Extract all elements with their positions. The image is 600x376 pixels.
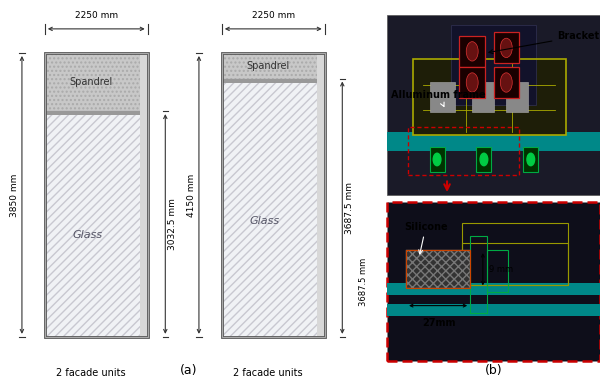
Circle shape xyxy=(527,153,535,166)
Bar xyxy=(222,79,325,83)
Bar xyxy=(222,53,325,79)
Bar xyxy=(487,250,508,292)
Bar xyxy=(506,82,527,112)
Text: 3687.5 mm: 3687.5 mm xyxy=(345,182,354,233)
Bar xyxy=(387,202,600,361)
Text: Spandrel: Spandrel xyxy=(70,77,113,87)
Bar xyxy=(222,79,325,337)
Bar xyxy=(222,53,325,337)
Bar xyxy=(409,127,519,175)
Bar xyxy=(387,132,600,151)
Text: Bracket: Bracket xyxy=(489,31,599,54)
Circle shape xyxy=(466,42,478,61)
Circle shape xyxy=(500,38,512,58)
Text: 2 facade units: 2 facade units xyxy=(56,368,126,376)
Bar xyxy=(461,223,568,285)
Text: 2 facade units: 2 facade units xyxy=(233,368,303,376)
Text: Glass: Glass xyxy=(73,230,103,240)
Bar xyxy=(45,111,148,337)
Bar xyxy=(406,250,470,288)
Circle shape xyxy=(433,153,441,166)
Bar xyxy=(140,53,148,337)
Text: 3032.5 mm: 3032.5 mm xyxy=(168,198,177,250)
Text: 4150 mm: 4150 mm xyxy=(187,173,196,217)
Text: 27mm: 27mm xyxy=(422,318,455,328)
Bar xyxy=(451,26,536,105)
Bar xyxy=(387,15,600,195)
Bar xyxy=(45,53,148,337)
Text: (a): (a) xyxy=(180,364,198,376)
Bar xyxy=(430,82,455,112)
Bar xyxy=(45,53,148,337)
Bar xyxy=(413,59,566,135)
Circle shape xyxy=(480,153,488,166)
Bar xyxy=(222,53,325,79)
Text: Spandrel: Spandrel xyxy=(247,61,290,71)
Bar xyxy=(406,250,470,288)
Bar xyxy=(476,147,491,171)
Bar xyxy=(222,53,325,337)
Bar xyxy=(493,32,519,64)
Bar xyxy=(45,53,148,111)
Bar xyxy=(523,147,538,171)
Text: 3850 mm: 3850 mm xyxy=(10,173,19,217)
Bar xyxy=(493,67,519,98)
Bar xyxy=(317,53,325,337)
Bar xyxy=(45,111,148,337)
Bar xyxy=(387,283,600,295)
Text: Silicone: Silicone xyxy=(404,221,448,254)
Bar xyxy=(460,36,485,67)
Bar xyxy=(222,53,325,337)
Text: 9 mm: 9 mm xyxy=(489,265,514,274)
Bar xyxy=(45,53,148,111)
Bar xyxy=(413,59,566,135)
Text: (b): (b) xyxy=(485,364,503,376)
Bar xyxy=(45,111,148,115)
Circle shape xyxy=(500,73,512,92)
Bar xyxy=(430,147,445,171)
Bar xyxy=(472,82,493,112)
Bar xyxy=(45,53,148,337)
Bar xyxy=(460,67,485,98)
Bar xyxy=(387,304,600,316)
Bar xyxy=(406,250,470,288)
Text: 2250 mm: 2250 mm xyxy=(75,11,118,20)
Bar xyxy=(461,243,568,285)
Text: Glass: Glass xyxy=(250,215,280,226)
Text: 2250 mm: 2250 mm xyxy=(252,11,295,20)
Bar xyxy=(470,237,487,312)
Bar xyxy=(222,79,325,337)
Text: 3687.5 mm: 3687.5 mm xyxy=(359,257,368,306)
Text: Alluminum frame: Alluminum frame xyxy=(391,90,486,106)
Circle shape xyxy=(466,73,478,92)
